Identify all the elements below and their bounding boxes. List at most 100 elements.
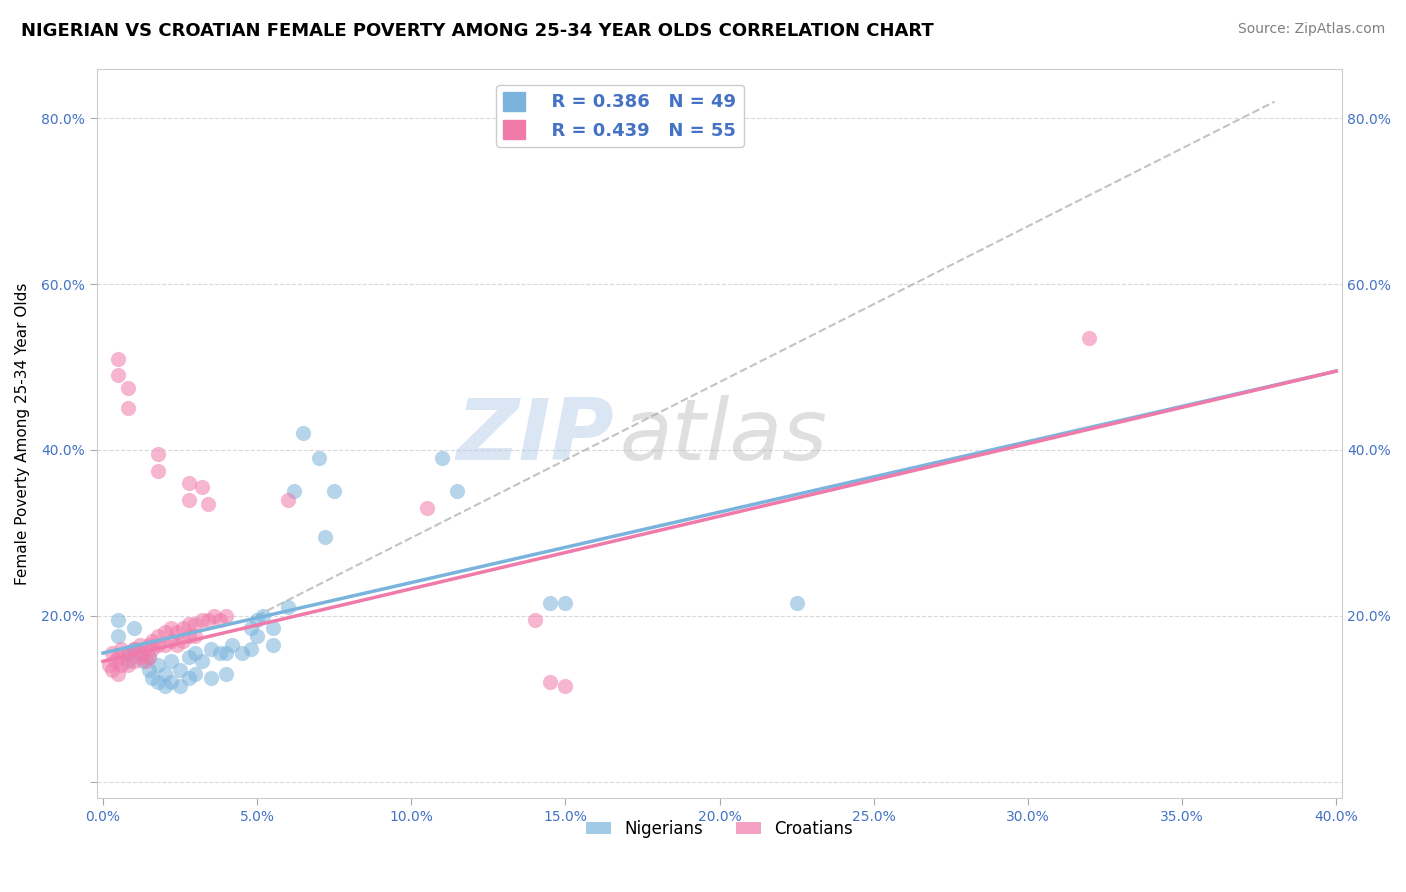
Point	[1078, 331, 1101, 345]
Point	[101, 663, 124, 677]
Point	[141, 671, 163, 685]
Point	[107, 630, 129, 644]
Point	[148, 630, 170, 644]
Point	[153, 679, 176, 693]
Point	[107, 613, 129, 627]
Point	[117, 658, 139, 673]
Point	[117, 401, 139, 416]
Point	[138, 638, 160, 652]
Point	[104, 654, 127, 668]
Point	[292, 426, 315, 441]
Point	[184, 646, 207, 660]
Point	[148, 658, 170, 673]
Point	[215, 646, 238, 660]
Point	[159, 654, 181, 668]
Point	[446, 484, 468, 499]
Point	[277, 492, 299, 507]
Point	[202, 608, 225, 623]
Y-axis label: Female Poverty Among 25-34 Year Olds: Female Poverty Among 25-34 Year Olds	[15, 282, 30, 584]
Point	[138, 650, 160, 665]
Point	[148, 638, 170, 652]
Point	[262, 638, 284, 652]
Point	[786, 596, 808, 610]
Point	[148, 447, 170, 461]
Point	[215, 666, 238, 681]
Point	[538, 675, 561, 690]
Point	[221, 638, 243, 652]
Point	[117, 646, 139, 660]
Point	[129, 646, 152, 660]
Point	[190, 654, 212, 668]
Point	[135, 654, 157, 668]
Point	[107, 650, 129, 665]
Point	[117, 654, 139, 668]
Point	[141, 633, 163, 648]
Point	[148, 675, 170, 690]
Point	[153, 638, 176, 652]
Point	[246, 613, 269, 627]
Point	[179, 671, 201, 685]
Point	[132, 654, 155, 668]
Point	[283, 484, 305, 499]
Point	[107, 368, 129, 383]
Point	[314, 530, 336, 544]
Point	[159, 621, 181, 635]
Text: Source: ZipAtlas.com: Source: ZipAtlas.com	[1237, 22, 1385, 37]
Point	[200, 641, 222, 656]
Point	[172, 621, 194, 635]
Point	[148, 464, 170, 478]
Point	[138, 650, 160, 665]
Point	[101, 646, 124, 660]
Point	[262, 621, 284, 635]
Point	[184, 617, 207, 632]
Point	[117, 381, 139, 395]
Point	[209, 646, 232, 660]
Point	[197, 497, 219, 511]
Point	[538, 596, 561, 610]
Point	[246, 630, 269, 644]
Point	[153, 666, 176, 681]
Point	[197, 613, 219, 627]
Point	[190, 613, 212, 627]
Point	[166, 625, 188, 640]
Point	[110, 641, 132, 656]
Point	[132, 646, 155, 660]
Point	[129, 650, 152, 665]
Point	[153, 625, 176, 640]
Point	[190, 480, 212, 494]
Point	[239, 641, 262, 656]
Point	[184, 630, 207, 644]
Point	[122, 621, 145, 635]
Point	[122, 641, 145, 656]
Point	[169, 663, 191, 677]
Point	[239, 621, 262, 635]
Text: atlas: atlas	[620, 395, 828, 478]
Point	[141, 641, 163, 656]
Point	[159, 675, 181, 690]
Point	[554, 679, 576, 693]
Point	[122, 654, 145, 668]
Point	[179, 650, 201, 665]
Point	[179, 630, 201, 644]
Point	[107, 351, 129, 366]
Point	[138, 663, 160, 677]
Point	[430, 451, 453, 466]
Point	[179, 476, 201, 491]
Point	[169, 679, 191, 693]
Point	[523, 613, 546, 627]
Point	[107, 666, 129, 681]
Point	[110, 658, 132, 673]
Point	[554, 596, 576, 610]
Point	[209, 613, 232, 627]
Point	[129, 638, 152, 652]
Point	[172, 633, 194, 648]
Text: NIGERIAN VS CROATIAN FEMALE POVERTY AMONG 25-34 YEAR OLDS CORRELATION CHART: NIGERIAN VS CROATIAN FEMALE POVERTY AMON…	[21, 22, 934, 40]
Point	[231, 646, 253, 660]
Point	[415, 500, 437, 515]
Point	[117, 646, 139, 660]
Point	[166, 638, 188, 652]
Legend: Nigerians, Croatians: Nigerians, Croatians	[579, 814, 860, 845]
Text: ZIP: ZIP	[456, 395, 613, 478]
Point	[308, 451, 330, 466]
Point	[98, 658, 121, 673]
